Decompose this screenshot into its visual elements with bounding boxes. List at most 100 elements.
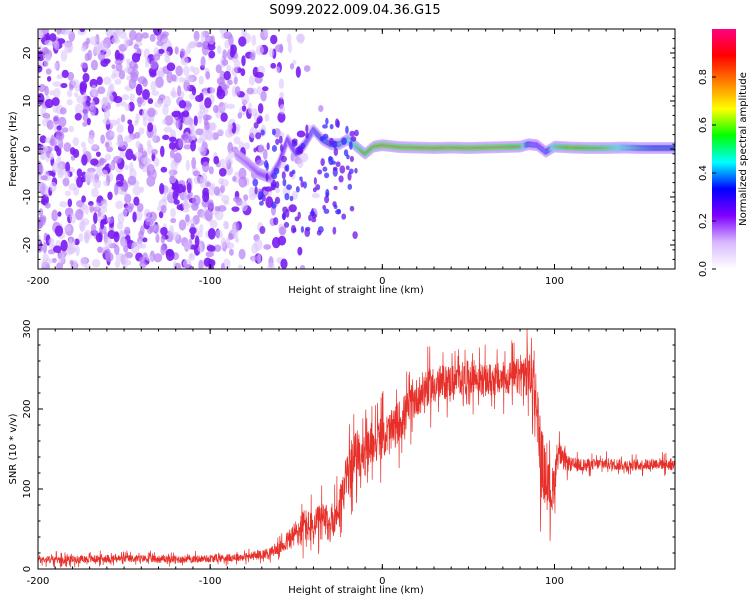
- noise-blob: [268, 48, 274, 58]
- noise-blob: [80, 45, 87, 52]
- noise-blob: [113, 183, 119, 196]
- colorbar-tick-label: 0.2: [698, 213, 709, 229]
- noise-blob: [146, 175, 156, 187]
- noise-blob: [151, 90, 160, 96]
- noise-blob: [139, 186, 145, 193]
- transition-blob: [259, 226, 266, 235]
- noise-blob: [119, 101, 127, 107]
- noise-blob: [109, 83, 115, 94]
- noise-blob: [182, 259, 192, 269]
- noise-blob: [238, 36, 247, 47]
- noise-blob: [249, 52, 256, 61]
- noise-blob: [243, 142, 250, 150]
- noise-blob: [234, 236, 240, 243]
- noise-blob: [173, 152, 182, 164]
- noise-blob: [270, 34, 278, 45]
- noise-blob: [69, 147, 76, 156]
- transition-blob: [300, 225, 305, 233]
- noise-blob: [287, 41, 292, 54]
- noise-blob: [103, 108, 111, 120]
- x-tick-label: -100: [199, 276, 222, 287]
- noise-blob: [100, 200, 108, 209]
- noise-blob: [124, 193, 132, 204]
- noise-blob: [139, 243, 147, 249]
- noise-blob: [60, 83, 68, 89]
- noise-blob: [69, 212, 77, 224]
- noise-blob: [227, 79, 233, 86]
- noise-blob: [109, 131, 115, 138]
- transition-blob: [279, 143, 284, 152]
- noise-blob: [142, 237, 148, 243]
- noise-blob: [78, 232, 84, 242]
- snr-y-ticks: 300 200 100 0: [22, 319, 675, 572]
- noise-blob: [51, 97, 60, 107]
- noise-blob: [147, 107, 156, 118]
- noise-blob: [114, 260, 121, 268]
- noise-blob: [178, 76, 185, 83]
- noise-blob: [226, 167, 233, 176]
- noise-blob: [162, 195, 168, 203]
- noise-blob: [160, 166, 168, 173]
- noise-blob: [200, 172, 208, 183]
- noise-blob: [204, 121, 210, 131]
- transition-blob: [275, 138, 280, 145]
- noise-blob: [216, 45, 222, 55]
- noise-blob: [103, 180, 108, 187]
- noise-blob: [97, 51, 106, 61]
- noise-blob: [234, 86, 241, 96]
- noise-blob: [63, 225, 72, 232]
- noise-blob: [291, 190, 298, 200]
- y-tick-label: -10: [22, 189, 33, 205]
- noise-blob: [82, 121, 88, 127]
- noise-blob: [185, 214, 190, 223]
- colorbar-tick-label: 0.4: [698, 165, 709, 181]
- noise-blob: [51, 162, 59, 173]
- noise-blob: [227, 150, 236, 159]
- noise-blob: [274, 44, 284, 53]
- transition-blob: [333, 147, 339, 156]
- noise-blob: [214, 206, 221, 212]
- noise-blob: [72, 259, 78, 267]
- transition-blob: [254, 186, 258, 195]
- noise-blob: [161, 38, 171, 44]
- figure-title: S099.2022.009.04.36.G15: [269, 3, 440, 18]
- noise-blob: [74, 238, 80, 246]
- noise-blob: [115, 180, 124, 187]
- noise-blob: [40, 145, 49, 153]
- noise-blob: [153, 157, 160, 167]
- noise-blob: [61, 29, 68, 36]
- noise-blob: [182, 200, 190, 210]
- noise-blob: [251, 34, 257, 47]
- noise-blob: [157, 71, 165, 77]
- noise-blob: [170, 217, 177, 224]
- noise-blob: [76, 168, 83, 178]
- noise-blob: [133, 63, 139, 70]
- noise-blob: [210, 35, 215, 44]
- noise-blob: [57, 164, 64, 172]
- noise-blob: [105, 29, 115, 37]
- noise-blob: [220, 112, 228, 123]
- colorbar-label: Normalized spectral amplitude: [738, 72, 749, 226]
- noise-blob: [264, 113, 270, 122]
- noise-blob: [45, 68, 52, 75]
- noise-blob: [246, 87, 254, 95]
- noise-blob: [132, 185, 142, 196]
- noise-blob: [275, 187, 280, 194]
- noise-blob: [106, 216, 114, 224]
- transition-blob: [335, 209, 341, 215]
- noise-blob: [248, 75, 256, 86]
- noise-blob: [198, 146, 205, 152]
- noise-blob: [107, 191, 113, 201]
- noise-blob: [207, 227, 216, 240]
- transition-blob: [291, 169, 296, 175]
- noise-blob: [233, 196, 242, 203]
- noise-blob: [224, 39, 230, 49]
- y-tick-label: 300: [22, 319, 33, 338]
- noise-blob: [178, 100, 187, 109]
- transition-blob: [253, 147, 257, 153]
- noise-blob: [48, 238, 55, 246]
- noise-blob: [49, 33, 57, 42]
- noise-blob: [175, 118, 181, 129]
- noise-blob: [53, 87, 61, 98]
- y-tick-label: 0: [22, 146, 33, 152]
